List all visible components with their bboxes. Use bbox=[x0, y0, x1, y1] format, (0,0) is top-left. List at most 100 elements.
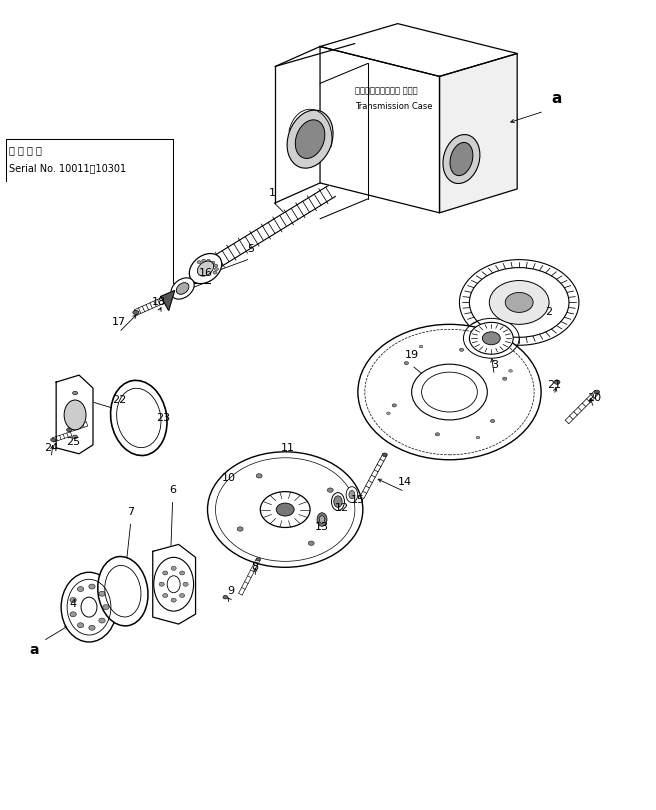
Ellipse shape bbox=[489, 280, 549, 324]
Ellipse shape bbox=[89, 584, 95, 589]
Ellipse shape bbox=[73, 391, 77, 394]
Text: 11: 11 bbox=[281, 443, 295, 453]
Ellipse shape bbox=[197, 261, 201, 263]
Ellipse shape bbox=[183, 582, 188, 586]
Text: 23: 23 bbox=[155, 413, 170, 423]
Ellipse shape bbox=[133, 310, 139, 314]
Polygon shape bbox=[161, 291, 174, 310]
Ellipse shape bbox=[197, 261, 214, 276]
Ellipse shape bbox=[70, 598, 76, 603]
Ellipse shape bbox=[287, 110, 333, 168]
Ellipse shape bbox=[180, 571, 185, 575]
Ellipse shape bbox=[163, 571, 168, 575]
Ellipse shape bbox=[256, 558, 260, 561]
Ellipse shape bbox=[51, 438, 56, 441]
Ellipse shape bbox=[509, 369, 512, 372]
Text: 1: 1 bbox=[269, 188, 276, 198]
Ellipse shape bbox=[392, 404, 396, 407]
Text: 9: 9 bbox=[227, 586, 234, 596]
Ellipse shape bbox=[99, 591, 105, 596]
Ellipse shape bbox=[334, 496, 342, 507]
Ellipse shape bbox=[308, 541, 314, 545]
Polygon shape bbox=[320, 23, 517, 76]
Polygon shape bbox=[56, 375, 93, 454]
Ellipse shape bbox=[61, 573, 117, 642]
Ellipse shape bbox=[260, 492, 310, 527]
Text: 2: 2 bbox=[546, 307, 552, 318]
Ellipse shape bbox=[450, 143, 473, 176]
Ellipse shape bbox=[319, 516, 325, 523]
Ellipse shape bbox=[159, 582, 164, 586]
Text: Serial No. 10011～10301: Serial No. 10011～10301 bbox=[9, 163, 127, 173]
Ellipse shape bbox=[180, 594, 185, 598]
Ellipse shape bbox=[77, 623, 84, 628]
Ellipse shape bbox=[89, 625, 95, 630]
Text: 16: 16 bbox=[199, 267, 213, 278]
Ellipse shape bbox=[105, 565, 141, 617]
Polygon shape bbox=[153, 544, 195, 624]
Text: 21: 21 bbox=[547, 380, 561, 390]
Ellipse shape bbox=[470, 267, 569, 337]
Ellipse shape bbox=[470, 322, 513, 354]
Ellipse shape bbox=[435, 433, 440, 436]
Ellipse shape bbox=[98, 556, 148, 626]
Ellipse shape bbox=[81, 597, 97, 617]
Text: 3: 3 bbox=[491, 360, 498, 370]
Text: a: a bbox=[30, 643, 39, 657]
Ellipse shape bbox=[327, 488, 333, 492]
Ellipse shape bbox=[386, 412, 390, 415]
Text: 20: 20 bbox=[587, 393, 601, 403]
Text: 24: 24 bbox=[44, 443, 58, 453]
Ellipse shape bbox=[505, 292, 533, 313]
Ellipse shape bbox=[594, 390, 600, 394]
Ellipse shape bbox=[317, 513, 327, 526]
Text: a: a bbox=[551, 92, 562, 106]
Ellipse shape bbox=[111, 381, 167, 455]
Text: 4: 4 bbox=[70, 599, 77, 609]
Ellipse shape bbox=[167, 576, 180, 593]
Text: Transmission Case: Transmission Case bbox=[355, 102, 432, 111]
Ellipse shape bbox=[176, 283, 189, 294]
Ellipse shape bbox=[459, 348, 464, 352]
Ellipse shape bbox=[295, 120, 325, 159]
Ellipse shape bbox=[491, 420, 495, 423]
Ellipse shape bbox=[482, 332, 501, 345]
Ellipse shape bbox=[190, 254, 222, 284]
Text: 7: 7 bbox=[127, 506, 134, 517]
Ellipse shape bbox=[404, 361, 409, 364]
Ellipse shape bbox=[419, 345, 423, 347]
Ellipse shape bbox=[171, 598, 176, 602]
Ellipse shape bbox=[201, 259, 205, 262]
Ellipse shape bbox=[163, 594, 168, 598]
Ellipse shape bbox=[223, 595, 228, 599]
Ellipse shape bbox=[443, 134, 480, 184]
Ellipse shape bbox=[154, 557, 194, 611]
Ellipse shape bbox=[237, 526, 243, 531]
Ellipse shape bbox=[215, 267, 218, 271]
Text: 5: 5 bbox=[247, 244, 254, 254]
Ellipse shape bbox=[117, 388, 161, 448]
Text: 18: 18 bbox=[152, 297, 166, 308]
Ellipse shape bbox=[412, 364, 487, 420]
Ellipse shape bbox=[214, 264, 218, 267]
Ellipse shape bbox=[554, 380, 560, 384]
Text: 17: 17 bbox=[112, 318, 126, 327]
Ellipse shape bbox=[77, 586, 84, 591]
Ellipse shape bbox=[70, 612, 76, 616]
Text: 10: 10 bbox=[222, 473, 236, 483]
Ellipse shape bbox=[331, 492, 344, 510]
Polygon shape bbox=[202, 185, 335, 274]
Ellipse shape bbox=[256, 474, 262, 478]
Ellipse shape bbox=[502, 377, 507, 380]
Text: 8: 8 bbox=[252, 562, 259, 573]
Ellipse shape bbox=[213, 271, 217, 274]
Ellipse shape bbox=[276, 503, 294, 516]
Ellipse shape bbox=[211, 261, 215, 264]
Text: 22: 22 bbox=[112, 395, 126, 405]
Text: 19: 19 bbox=[405, 350, 419, 360]
Ellipse shape bbox=[207, 452, 363, 567]
Text: 6: 6 bbox=[169, 484, 176, 495]
Text: 15: 15 bbox=[351, 495, 365, 505]
Text: 12: 12 bbox=[335, 502, 349, 513]
Polygon shape bbox=[440, 53, 517, 213]
